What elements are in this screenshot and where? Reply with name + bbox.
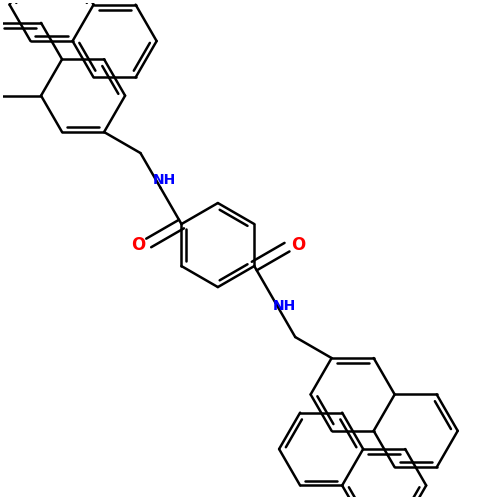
- Text: NH: NH: [272, 300, 296, 314]
- Text: NH: NH: [153, 173, 176, 187]
- Text: O: O: [130, 236, 145, 254]
- Text: O: O: [291, 236, 305, 254]
